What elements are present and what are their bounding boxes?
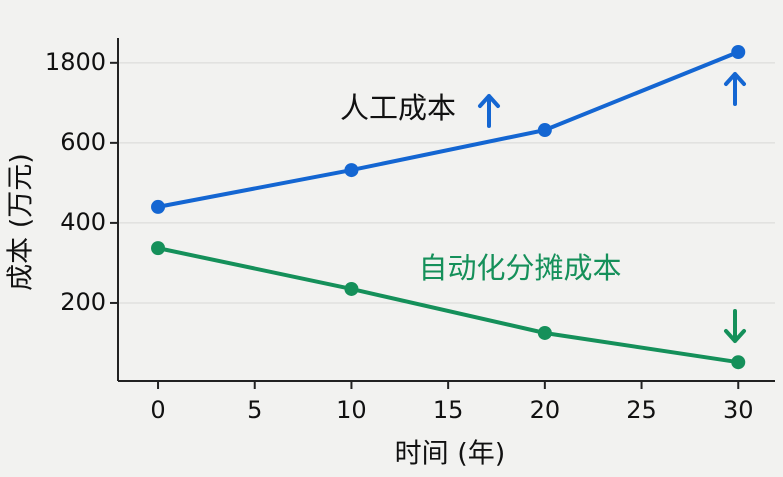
y-tick-label: 600 bbox=[60, 128, 106, 156]
x-axis-label: 时间 (年) bbox=[395, 439, 506, 470]
data-point bbox=[344, 281, 359, 296]
grid bbox=[118, 62, 775, 304]
x-tick-label: 0 bbox=[150, 396, 165, 424]
series-label: 人工成本 bbox=[340, 91, 456, 125]
x-tick-label: 25 bbox=[626, 396, 657, 424]
y-tick-label: 400 bbox=[60, 208, 106, 236]
data-point bbox=[731, 45, 746, 60]
data-point bbox=[151, 241, 166, 256]
data-point bbox=[731, 355, 746, 370]
data-point bbox=[537, 123, 552, 138]
arrows bbox=[478, 72, 746, 343]
x-tick-label: 15 bbox=[433, 396, 464, 424]
x-tick-label: 20 bbox=[530, 396, 561, 424]
y-tick-label: 200 bbox=[60, 288, 106, 316]
x-tick-label: 30 bbox=[723, 396, 754, 424]
data-point bbox=[151, 199, 166, 214]
x-tick-label: 10 bbox=[336, 396, 367, 424]
arrow-up bbox=[724, 72, 746, 106]
y-tick-label: 1800 bbox=[45, 48, 106, 76]
data-point bbox=[537, 325, 552, 340]
x-tick-label: 5 bbox=[247, 396, 262, 424]
arrow-down bbox=[724, 309, 746, 343]
data-point bbox=[344, 163, 359, 178]
series-line bbox=[157, 50, 740, 209]
series-label: 自动化分摊成本 bbox=[418, 251, 621, 285]
arrow-up bbox=[478, 94, 500, 128]
y-axis-label: 成本 (万元) bbox=[6, 153, 37, 291]
series-line bbox=[157, 246, 739, 365]
